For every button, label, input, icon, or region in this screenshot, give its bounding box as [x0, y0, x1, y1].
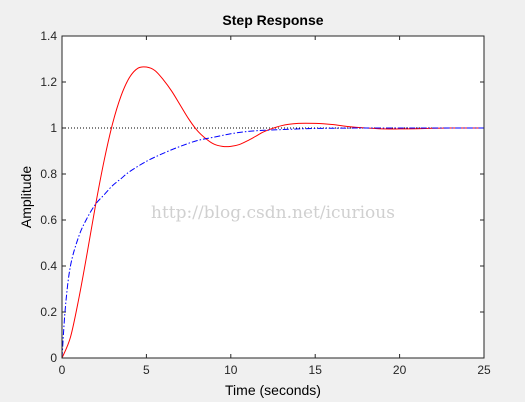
y-axis-title: Amplitude	[18, 166, 34, 228]
y-tick-label: 0.8	[40, 167, 57, 181]
watermark-text: http://blog.csdn.net/icurious	[151, 203, 395, 223]
y-tick-label: 1	[50, 121, 57, 135]
x-tick-label: 15	[309, 363, 323, 377]
series-line-1	[61, 66, 484, 359]
x-tick-label: 20	[393, 363, 407, 377]
plot-frame	[61, 35, 485, 359]
plot-area	[62, 36, 484, 358]
y-tick-label: 0.2	[40, 305, 57, 319]
series-layer	[61, 66, 484, 359]
y-tick-label: 1.4	[40, 29, 57, 43]
x-tick-label: 10	[224, 363, 238, 377]
y-tick-label: 0.4	[40, 259, 57, 273]
x-axis-title: Time (seconds)	[225, 382, 321, 398]
y-tick-label: 0	[50, 351, 57, 365]
chart-title: Step Response	[222, 12, 323, 28]
x-tick-label: 0	[59, 363, 66, 377]
x-tick-label: 5	[143, 363, 150, 377]
y-tick-label: 0.6	[40, 213, 57, 227]
series-line-2	[61, 127, 484, 359]
y-tick-label: 1.2	[40, 75, 57, 89]
tick-labels-layer: 0 5 10 15 20 25 0 0.2 0.4 0.6 0.8 1 1.2 1.4	[40, 29, 491, 377]
x-tick-label: 25	[477, 363, 491, 377]
